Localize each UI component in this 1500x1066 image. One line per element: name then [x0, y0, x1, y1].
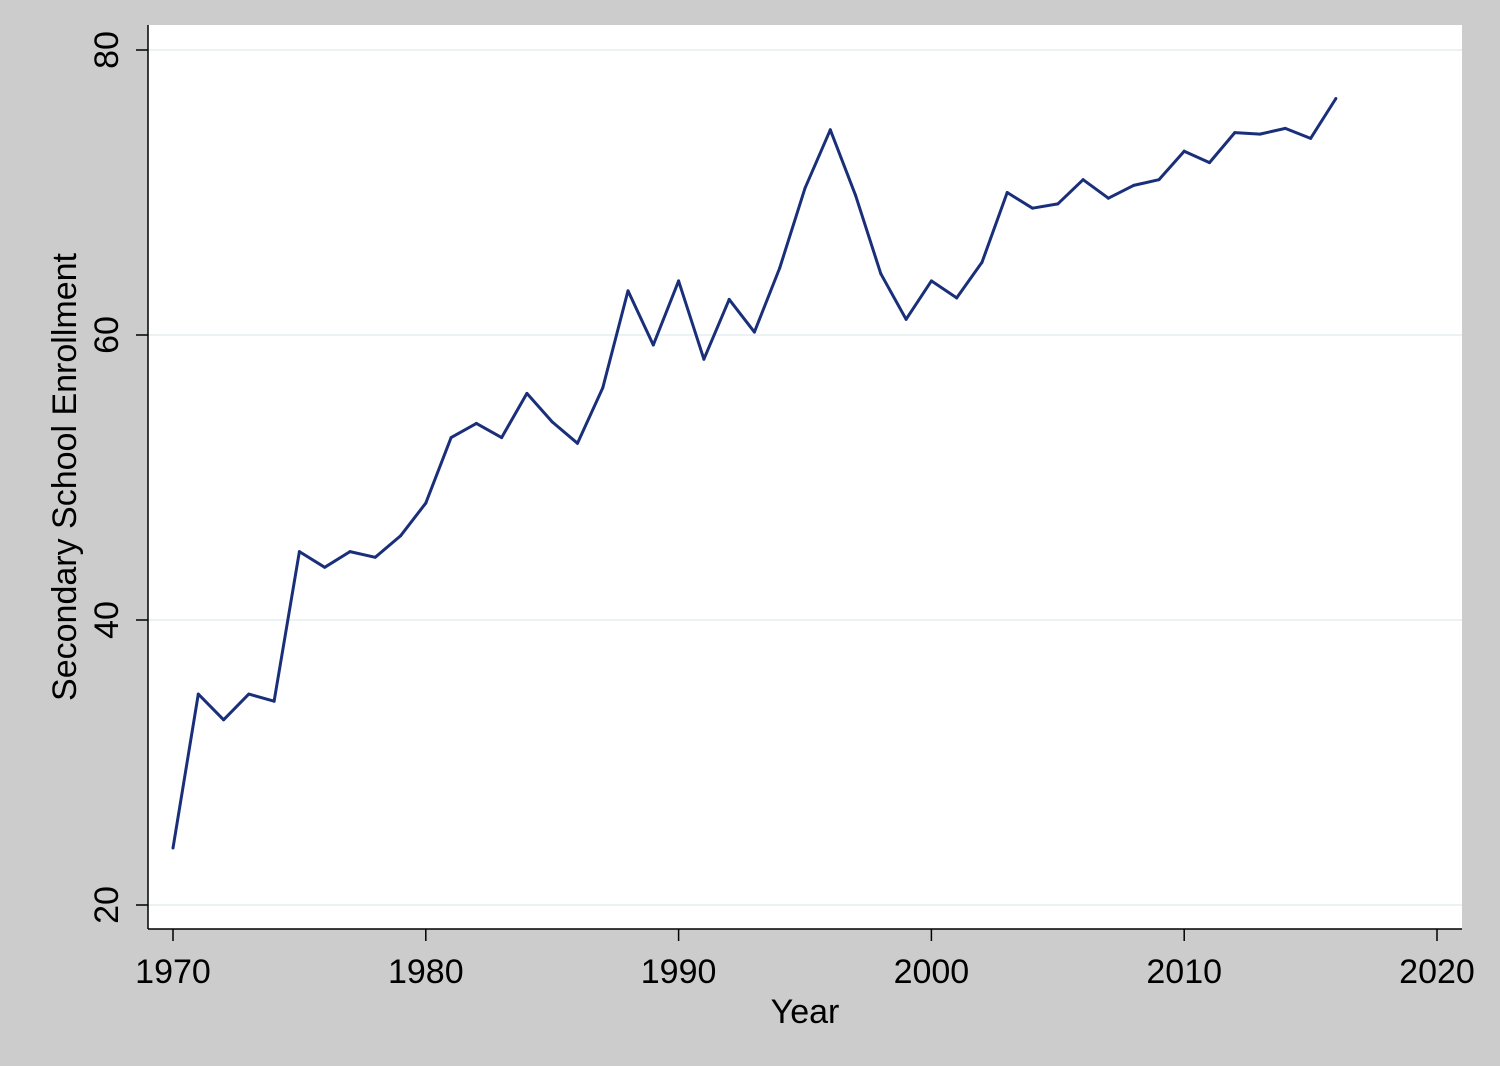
data-point — [1334, 96, 1338, 100]
y-tick-label: 20 — [88, 886, 126, 924]
data-point — [929, 279, 933, 283]
data-point — [626, 289, 630, 293]
data-point — [323, 565, 327, 569]
data-point — [980, 260, 984, 264]
data-point — [1031, 206, 1035, 210]
x-axis-ticks: 1970 1980 1990 2000 2010 2020 — [135, 929, 1475, 991]
data-point — [575, 441, 579, 445]
data-point — [373, 555, 377, 559]
data-point — [854, 193, 858, 197]
data-point — [1258, 132, 1262, 136]
x-tick-label: 1990 — [641, 953, 717, 991]
data-point — [803, 186, 807, 190]
data-point — [828, 128, 832, 132]
data-point — [171, 846, 175, 850]
data-point — [702, 357, 706, 361]
y-axis-title: Secondary School Enrollment — [46, 252, 84, 700]
data-point — [1283, 126, 1287, 130]
x-tick-label: 2010 — [1146, 953, 1222, 991]
data-point — [1207, 161, 1211, 165]
data-point — [297, 550, 301, 554]
data-point — [1132, 183, 1136, 187]
data-point — [1233, 131, 1237, 135]
data-point — [1157, 178, 1161, 182]
x-tick-label: 1970 — [135, 953, 211, 991]
data-point — [879, 272, 883, 276]
data-point — [955, 296, 959, 300]
data-point — [1309, 136, 1313, 140]
data-point — [752, 330, 756, 334]
data-point — [1056, 202, 1060, 206]
data-point — [474, 421, 478, 425]
data-point — [348, 550, 352, 554]
x-tick-label: 2000 — [894, 953, 970, 991]
data-point — [272, 699, 276, 703]
data-point — [677, 279, 681, 283]
data-point — [778, 266, 782, 270]
data-point — [550, 420, 554, 424]
data-point — [1182, 149, 1186, 153]
data-point — [424, 501, 428, 505]
data-point — [399, 534, 403, 538]
data-point — [1081, 178, 1085, 182]
data-point — [904, 317, 908, 321]
data-point — [222, 718, 226, 722]
y-tick-label: 40 — [88, 601, 126, 639]
x-axis-title: Year — [771, 993, 840, 1031]
gridlines — [148, 49, 1462, 906]
y-axis-ticks: 20 40 60 80 — [88, 31, 148, 924]
data-point — [1106, 196, 1110, 200]
plot-area — [148, 25, 1462, 929]
data-point — [651, 343, 655, 347]
data-points — [171, 96, 1338, 850]
data-point — [247, 692, 251, 696]
y-tick-label: 60 — [88, 316, 126, 354]
data-point — [727, 297, 731, 301]
data-point — [449, 436, 453, 440]
data-point — [1005, 191, 1009, 194]
data-point — [196, 692, 200, 696]
data-point — [500, 436, 504, 440]
x-tick-label: 1980 — [388, 953, 464, 991]
x-tick-label: 2020 — [1399, 953, 1475, 991]
data-point — [525, 391, 529, 395]
y-tick-label: 80 — [88, 31, 126, 69]
data-point — [601, 386, 605, 390]
